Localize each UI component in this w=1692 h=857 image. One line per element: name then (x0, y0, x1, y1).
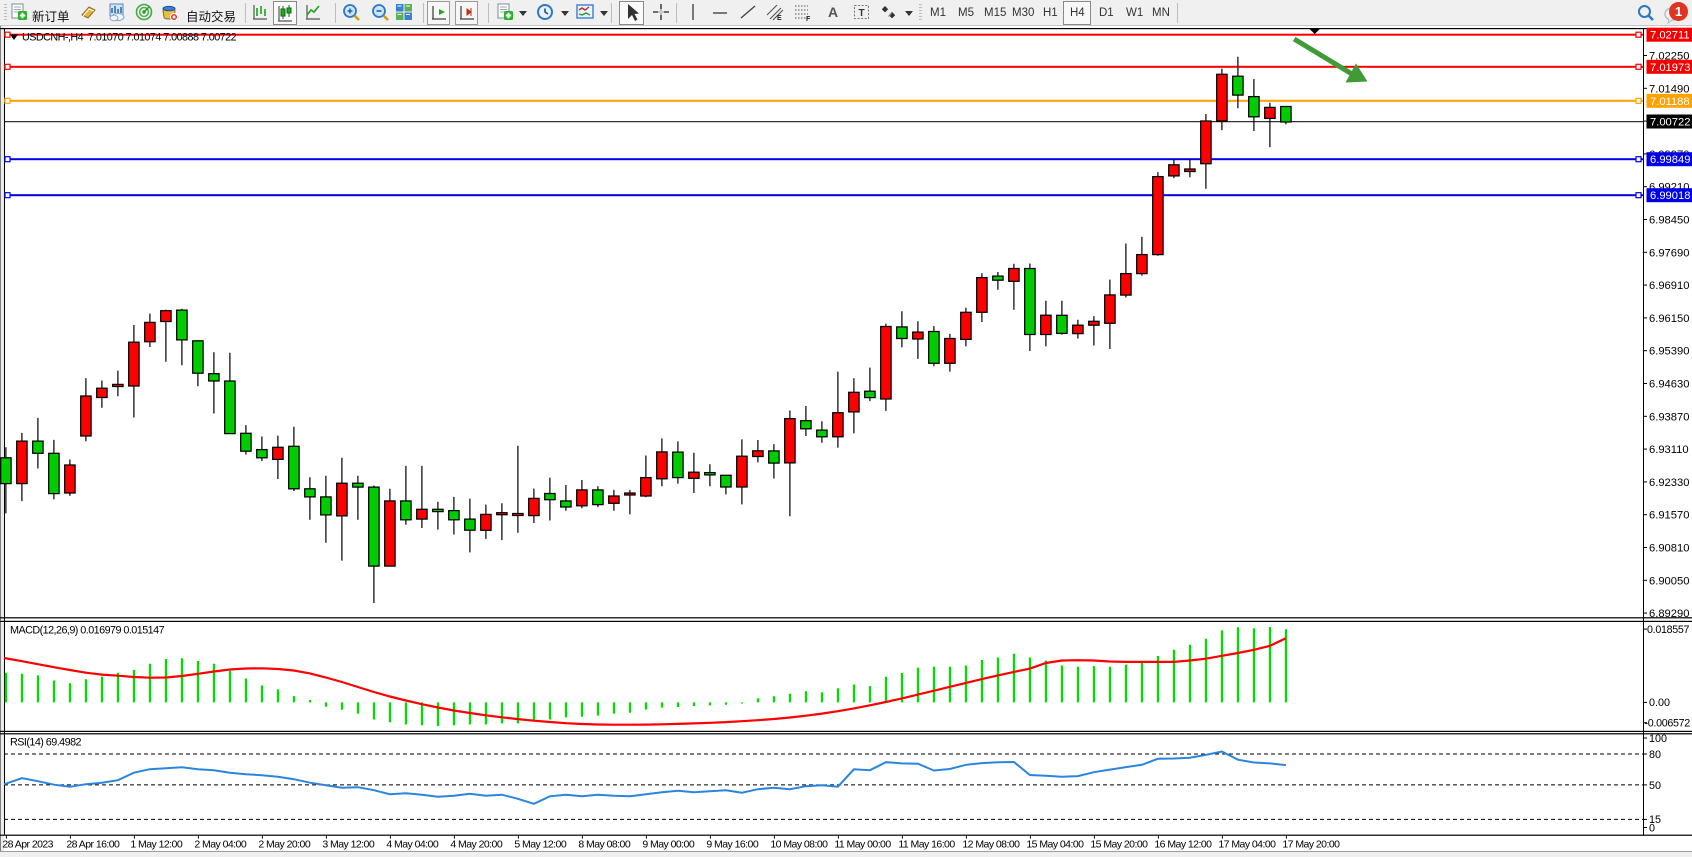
svg-text:16 May 12:00: 16 May 12:00 (1154, 839, 1212, 851)
svg-text:2 May 04:00: 2 May 04:00 (194, 839, 246, 851)
svg-text:10 May 08:00: 10 May 08:00 (770, 839, 828, 851)
svg-text:-0.006572: -0.006572 (1645, 718, 1691, 730)
svg-text:6.96910: 6.96910 (1649, 280, 1689, 292)
svg-text:1 May 12:00: 1 May 12:00 (130, 839, 182, 851)
svg-text:50: 50 (1649, 780, 1661, 792)
svg-text:11 May 00:00: 11 May 00:00 (834, 839, 891, 851)
svg-text:5 May 12:00: 5 May 12:00 (514, 839, 566, 851)
svg-text:9 May 16:00: 9 May 16:00 (706, 839, 758, 851)
svg-text:17 May 20:00: 17 May 20:00 (1282, 839, 1340, 851)
svg-text:11 May 16:00: 11 May 16:00 (898, 839, 955, 851)
svg-text:17 May 04:00: 17 May 04:00 (1218, 839, 1276, 851)
svg-text:E: E (777, 15, 782, 22)
svg-text:15 May 04:00: 15 May 04:00 (1026, 839, 1084, 851)
svg-text:80: 80 (1649, 749, 1661, 761)
svg-text:100: 100 (1649, 733, 1667, 745)
svg-text:6.96150: 6.96150 (1649, 313, 1689, 325)
svg-text:6.98450: 6.98450 (1649, 215, 1689, 227)
svg-text:6.92330: 6.92330 (1649, 477, 1689, 489)
svg-text:6.91570: 6.91570 (1649, 510, 1689, 522)
svg-text:6.90810: 6.90810 (1649, 543, 1689, 555)
svg-text:6.99849: 6.99849 (1650, 154, 1690, 166)
svg-text:9 May 00:00: 9 May 00:00 (642, 839, 694, 851)
svg-text:0.00: 0.00 (1649, 697, 1670, 709)
svg-text:4 May 04:00: 4 May 04:00 (386, 839, 438, 851)
svg-text:F: F (806, 16, 811, 23)
svg-text:7.02250: 7.02250 (1649, 51, 1689, 63)
svg-text:28 Apr 16:00: 28 Apr 16:00 (66, 839, 120, 851)
svg-text:12 May 08:00: 12 May 08:00 (962, 839, 1020, 851)
svg-text:15 May 20:00: 15 May 20:00 (1090, 839, 1148, 851)
svg-text:8 May 08:00: 8 May 08:00 (578, 839, 630, 851)
svg-text:3 May 12:00: 3 May 12:00 (322, 839, 374, 851)
svg-text:0: 0 (1649, 823, 1655, 835)
svg-text:6.90050: 6.90050 (1649, 575, 1689, 587)
svg-text:7.01188: 7.01188 (1650, 96, 1690, 108)
svg-text:6.95390: 6.95390 (1649, 346, 1689, 358)
svg-text:7.02711: 7.02711 (1650, 30, 1690, 42)
svg-text:6.89290: 6.89290 (1649, 608, 1689, 620)
svg-text:6.93110: 6.93110 (1649, 444, 1689, 456)
svg-text:6.97690: 6.97690 (1649, 247, 1689, 259)
svg-text:6.99018: 6.99018 (1650, 190, 1690, 202)
svg-text:USDCNH-,H4 7.01070 7.01074 7.: USDCNH-,H4 7.01070 7.01074 7.00888 7.007… (22, 32, 237, 44)
svg-text:15: 15 (1649, 814, 1661, 826)
svg-text:7.01490: 7.01490 (1649, 83, 1689, 95)
svg-text:T: T (859, 8, 865, 19)
svg-text:7.01973: 7.01973 (1650, 62, 1690, 74)
svg-text:28 Apr 2023: 28 Apr 2023 (2, 839, 53, 851)
svg-text:2 May 20:00: 2 May 20:00 (258, 839, 310, 851)
svg-text:RSI(14) 69.4982: RSI(14) 69.4982 (10, 737, 82, 749)
svg-text:MACD(12,26,9) 0.016979 0.01514: MACD(12,26,9) 0.016979 0.015147 (10, 625, 165, 637)
svg-text:7.00722: 7.00722 (1650, 117, 1690, 129)
svg-text:4 May 20:00: 4 May 20:00 (450, 839, 502, 851)
svg-text:6.93870: 6.93870 (1649, 411, 1689, 423)
svg-text:0.018557: 0.018557 (1647, 624, 1690, 636)
svg-text:6.94630: 6.94630 (1649, 379, 1689, 391)
